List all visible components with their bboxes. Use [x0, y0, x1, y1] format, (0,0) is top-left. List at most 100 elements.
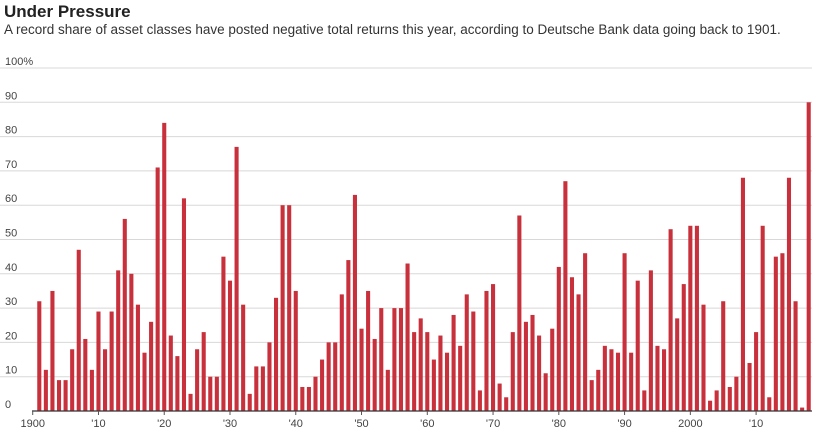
y-tick-label: 80 — [5, 125, 17, 137]
bar-1976 — [530, 314, 535, 411]
bar-1998 — [675, 318, 680, 411]
bar-1911 — [103, 349, 108, 411]
bar-1924 — [188, 393, 193, 411]
bar-1995 — [655, 345, 660, 411]
y-axis-labels: 0 10 20 30 40 50 60 70 80 90 100% — [5, 56, 33, 411]
bar-1953 — [379, 308, 384, 411]
bar-1907 — [76, 249, 81, 411]
bar-1913 — [116, 270, 121, 411]
bar-1908 — [83, 338, 88, 411]
x-tick-label: '60 — [420, 418, 434, 430]
bar-1915 — [129, 273, 134, 411]
bar-1946 — [333, 342, 338, 411]
y-tick-label: 60 — [5, 193, 17, 205]
bar-1970 — [491, 284, 496, 411]
bar-1921 — [168, 335, 173, 411]
bar-1902 — [43, 369, 48, 411]
bar-2018 — [806, 102, 811, 412]
bar-1937 — [274, 297, 279, 411]
y-tick-label: 90 — [5, 90, 17, 102]
x-tick-label: '30 — [223, 418, 237, 430]
y-tick-label: 70 — [5, 159, 17, 171]
bar-1926 — [201, 332, 206, 411]
bar-1917 — [142, 352, 147, 411]
bar-1920 — [162, 122, 167, 411]
bar-1933 — [247, 393, 252, 411]
bar-1936 — [267, 342, 272, 411]
bar-1944 — [320, 359, 325, 411]
bar-2015 — [786, 177, 792, 411]
bar-1990 — [622, 253, 627, 411]
bar-1982 — [569, 277, 575, 411]
bar-1972 — [504, 397, 509, 411]
y-tick-label: 20 — [5, 330, 17, 342]
bar-2007 — [734, 376, 739, 411]
bar-1922 — [175, 356, 180, 411]
bar-1963 — [444, 352, 450, 411]
bar-1962 — [438, 335, 443, 411]
bar-2003 — [708, 400, 713, 411]
y-tick-label: 10 — [5, 365, 17, 377]
bar-1966 — [464, 294, 469, 411]
bar-1991 — [629, 352, 634, 411]
bar-1950 — [359, 328, 364, 411]
bar-1956 — [398, 308, 404, 411]
y-tick-label: 50 — [5, 228, 17, 240]
bar-1940 — [293, 290, 298, 411]
bar-1901 — [37, 301, 42, 411]
bar-1928 — [214, 376, 219, 411]
bar-1975 — [523, 321, 528, 411]
bar-1910 — [96, 311, 101, 411]
x-tick-label: 1900 — [20, 418, 44, 430]
x-tick-label: '50 — [354, 418, 368, 430]
bar-1961 — [431, 359, 436, 411]
bar-1934 — [254, 366, 259, 411]
y-tick-label: 40 — [5, 262, 17, 274]
bar-2012 — [767, 397, 772, 411]
bar-1919 — [155, 167, 160, 411]
bar-1931 — [234, 146, 239, 411]
bar-2008 — [740, 177, 745, 411]
x-tick-label: '40 — [289, 418, 303, 430]
bar-1949 — [352, 194, 357, 411]
bar-2016 — [793, 301, 798, 411]
bar-1905 — [63, 380, 68, 411]
bar-1948 — [346, 260, 351, 411]
bar-1989 — [615, 352, 621, 411]
x-tick-label: '10 — [91, 418, 105, 430]
bar-1992 — [635, 280, 640, 411]
bar-1965 — [458, 345, 463, 411]
bar-1932 — [241, 304, 246, 411]
bar-2013 — [773, 256, 778, 411]
bar-1979 — [550, 328, 555, 411]
chart-subtitle: A record share of asset classes have pos… — [4, 22, 781, 37]
bar-1980 — [556, 266, 561, 411]
bar-1984 — [583, 253, 588, 411]
bar-1997 — [668, 229, 673, 411]
bar-1929 — [221, 256, 226, 411]
x-axis: 1900 '10 '20 '30 '40 '50 '60 '70 '80 '90 2000 '10 — [20, 410, 812, 430]
bar-1914 — [122, 218, 127, 411]
bar-1985 — [589, 380, 594, 411]
bar-1988 — [609, 349, 614, 411]
bar-1993 — [642, 390, 647, 411]
bar-2014 — [780, 253, 785, 411]
bar-1987 — [602, 345, 607, 411]
bar-1925 — [195, 349, 200, 411]
bar-2006 — [727, 386, 732, 411]
bar-1999 — [681, 284, 686, 411]
bar-1941 — [300, 386, 305, 411]
bar-1927 — [208, 376, 213, 411]
bar-1969 — [484, 290, 489, 411]
x-tick-label: '80 — [552, 418, 566, 430]
bar-2009 — [747, 362, 752, 411]
x-tick-label: '20 — [157, 418, 171, 430]
bar-1923 — [181, 198, 187, 411]
y-tick-label: 100% — [5, 56, 33, 68]
bar-1957 — [405, 263, 410, 411]
y-tick-label: 30 — [5, 296, 17, 308]
bar-1909 — [89, 369, 94, 411]
bar-2017 — [800, 407, 805, 411]
bar-2000 — [688, 225, 693, 411]
bar-1996 — [662, 349, 667, 411]
